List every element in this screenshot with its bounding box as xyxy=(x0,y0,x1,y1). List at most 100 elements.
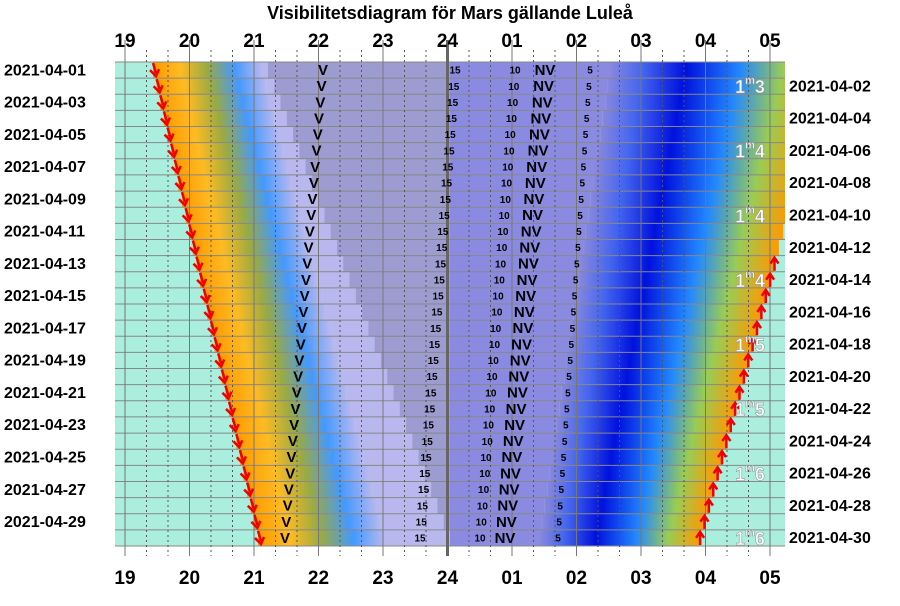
sunrise-arrow xyxy=(703,497,714,513)
not-visible-label: NV xyxy=(522,207,543,224)
not-visible-label: NV xyxy=(499,482,520,499)
bands xyxy=(115,62,785,546)
altitude-label: 10 xyxy=(500,195,512,206)
twilight-evening xyxy=(210,320,330,337)
altitude-label: 10 xyxy=(494,275,506,286)
twilight-evening xyxy=(178,174,292,192)
visible-label: V xyxy=(290,401,300,418)
date-right: 2021-04-26 xyxy=(789,466,871,483)
visible-band xyxy=(424,465,450,482)
altitude-label: 5 xyxy=(556,517,562,528)
not-visible-label: NV xyxy=(521,223,542,240)
altitude-label: 10 xyxy=(476,517,488,528)
date-left: 2021-04-19 xyxy=(4,353,86,370)
hour-label-top: 01 xyxy=(501,31,523,52)
date-right: 2021-04-12 xyxy=(789,240,871,257)
twilight-evening xyxy=(203,287,322,304)
date-right: 2021-04-16 xyxy=(789,304,871,321)
hour-label-top: 02 xyxy=(566,31,587,52)
not-visible-label: NV xyxy=(511,336,532,353)
magnitude-dec: 3 xyxy=(755,77,765,97)
twilight-evening xyxy=(247,481,373,498)
altitude-label: 15 xyxy=(423,421,435,432)
twilight-evening xyxy=(196,255,313,272)
not-visible-label: NV xyxy=(507,385,528,402)
not-visible-label: NV xyxy=(515,288,536,305)
visible-label: V xyxy=(280,530,290,547)
sunrise-arrow xyxy=(765,271,776,287)
visible-label: V xyxy=(313,127,323,144)
altitude-label: 15 xyxy=(445,130,457,141)
sunset-arrow xyxy=(185,223,197,240)
magnitude-dec: 6 xyxy=(755,464,765,484)
sunrise-arrow xyxy=(699,513,710,529)
altitude-label: 10 xyxy=(474,534,486,545)
twilight-light xyxy=(372,481,450,498)
altitude-label: 10 xyxy=(505,130,517,141)
visible-label: V xyxy=(301,272,311,289)
altitude-label: 10 xyxy=(482,437,494,448)
hour-label-top: 19 xyxy=(114,31,135,52)
twilight-light xyxy=(376,497,450,514)
magnitude: 1m6 xyxy=(735,462,765,484)
altitude-label: 5 xyxy=(586,82,592,93)
date-right: 2021-04-28 xyxy=(789,498,871,515)
altitude-label: 15 xyxy=(419,469,431,480)
twilight-evening xyxy=(243,465,369,482)
night-band xyxy=(450,352,567,369)
magnitude: 1m5 xyxy=(735,333,765,355)
twilight-evening xyxy=(214,336,335,353)
visible-label: V xyxy=(317,78,327,95)
night-band xyxy=(450,78,608,95)
twilight-evening xyxy=(171,142,284,159)
twilight-morning xyxy=(571,320,757,337)
night-band xyxy=(450,271,579,288)
hour-label-bottom: 01 xyxy=(501,568,523,589)
altitude-label: 15 xyxy=(439,211,451,222)
altitude-label: 15 xyxy=(436,243,448,254)
twilight-morning xyxy=(583,239,779,256)
not-visible-label: NV xyxy=(528,143,549,160)
sunset-arrow xyxy=(156,94,168,111)
hour-label-top: 21 xyxy=(243,31,265,52)
sunset-arrow xyxy=(225,401,237,418)
twilight-light xyxy=(385,529,450,546)
altitude-label: 15 xyxy=(448,82,460,93)
sunset-arrow xyxy=(246,498,258,514)
not-visible-label: NV xyxy=(503,433,524,450)
magnitude-unit: m xyxy=(745,527,755,539)
twilight-evening xyxy=(258,529,385,546)
twilight-evening xyxy=(192,239,309,256)
altitude-label: 5 xyxy=(564,405,570,416)
visible-label: V xyxy=(314,110,324,127)
not-visible-label: NV xyxy=(533,78,554,95)
visible-band xyxy=(399,400,450,417)
date-left: 2021-04-21 xyxy=(4,385,86,402)
magnitude-int: 1 xyxy=(735,271,745,291)
night-band xyxy=(450,400,560,417)
night-band xyxy=(450,336,569,353)
twilight-morning xyxy=(610,62,785,79)
visible-label: V xyxy=(306,207,316,224)
sunset-arrow xyxy=(152,78,164,95)
twilight-evening xyxy=(167,126,279,143)
hour-label-top: 03 xyxy=(630,31,651,52)
night-band xyxy=(450,126,601,143)
altitude-label: 10 xyxy=(501,179,513,190)
visible-label: V xyxy=(315,94,325,111)
sunset-arrow xyxy=(196,272,208,289)
date-left: 2021-04-15 xyxy=(4,288,86,305)
twilight-morning xyxy=(590,191,785,208)
altitude-label: 15 xyxy=(416,517,428,528)
magnitude: 1m4 xyxy=(735,269,765,291)
altitude-label: 15 xyxy=(427,372,439,383)
night-band xyxy=(450,191,591,208)
date-left: 2021-04-13 xyxy=(4,256,86,273)
visible-label: V xyxy=(318,62,328,79)
altitude-label: 5 xyxy=(576,227,582,238)
night-band xyxy=(450,481,548,498)
magnitude-dec: 4 xyxy=(755,206,765,226)
hour-label-bottom: 24 xyxy=(437,568,459,589)
sunset-arrow xyxy=(181,207,193,224)
sunset-arrow xyxy=(232,433,244,450)
